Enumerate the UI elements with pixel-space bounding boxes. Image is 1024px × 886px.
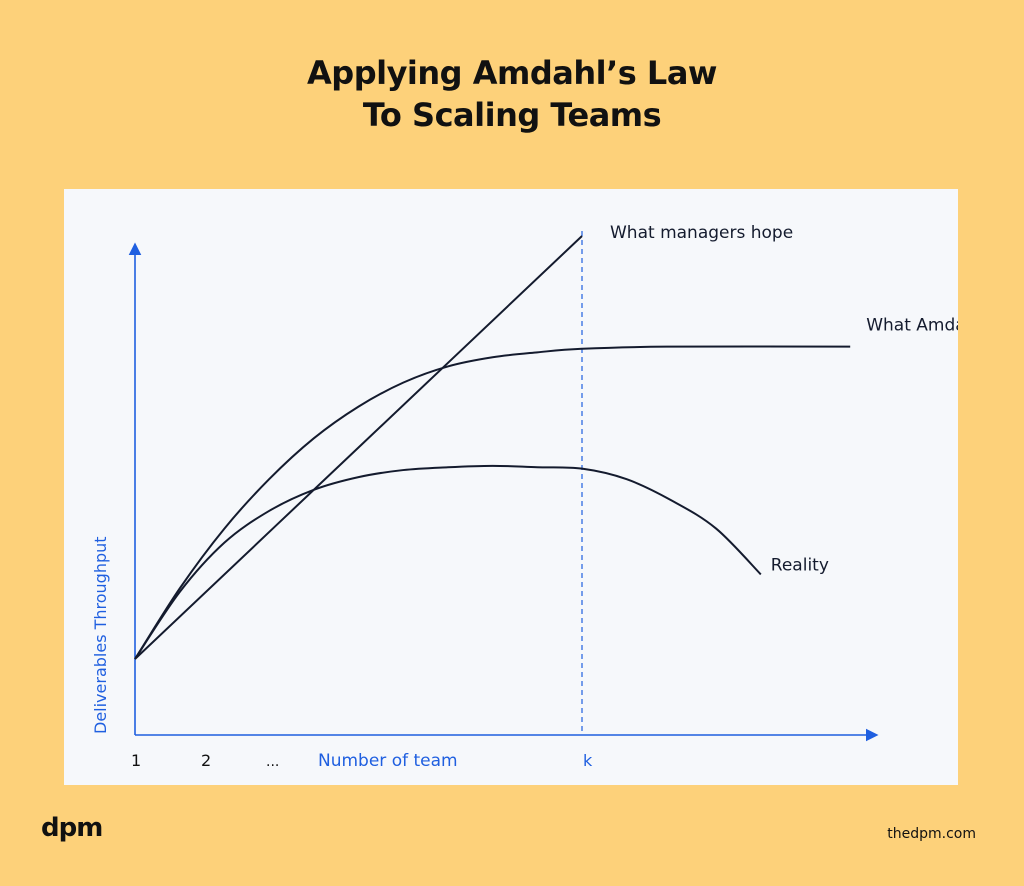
x-tick-k: k bbox=[583, 751, 593, 770]
dpm-logo: dpm bbox=[41, 813, 103, 843]
chart-card: Deliverables Throughput Number of team 1… bbox=[64, 189, 958, 785]
series-label-1: What managers hope bbox=[610, 223, 793, 243]
series-line-3 bbox=[134, 464, 762, 660]
page-title: Applying Amdahl’s Law To Scaling Teams bbox=[0, 52, 1024, 136]
series-label-3: Reality bbox=[771, 555, 829, 575]
series-line-1 bbox=[134, 235, 583, 660]
title-line-1: Applying Amdahl’s Law bbox=[307, 54, 717, 92]
x-axis-label: Number of team bbox=[318, 751, 458, 771]
series-label-2: What Amdahl says bbox=[866, 316, 958, 336]
title-line-2: To Scaling Teams bbox=[362, 96, 662, 134]
site-url: thedpm.com bbox=[887, 826, 976, 842]
series-line-2 bbox=[134, 345, 851, 660]
x-tick-2: 2 bbox=[201, 751, 211, 770]
y-axis-label: Deliverables Throughput bbox=[91, 536, 110, 734]
x-tick-1: 1 bbox=[131, 751, 141, 770]
x-tick-ellipsis: ... bbox=[266, 754, 279, 770]
series-layer: What managers hope What Amdahl says Realit… bbox=[134, 223, 958, 660]
chart-svg: Deliverables Throughput Number of team 1… bbox=[91, 223, 958, 771]
